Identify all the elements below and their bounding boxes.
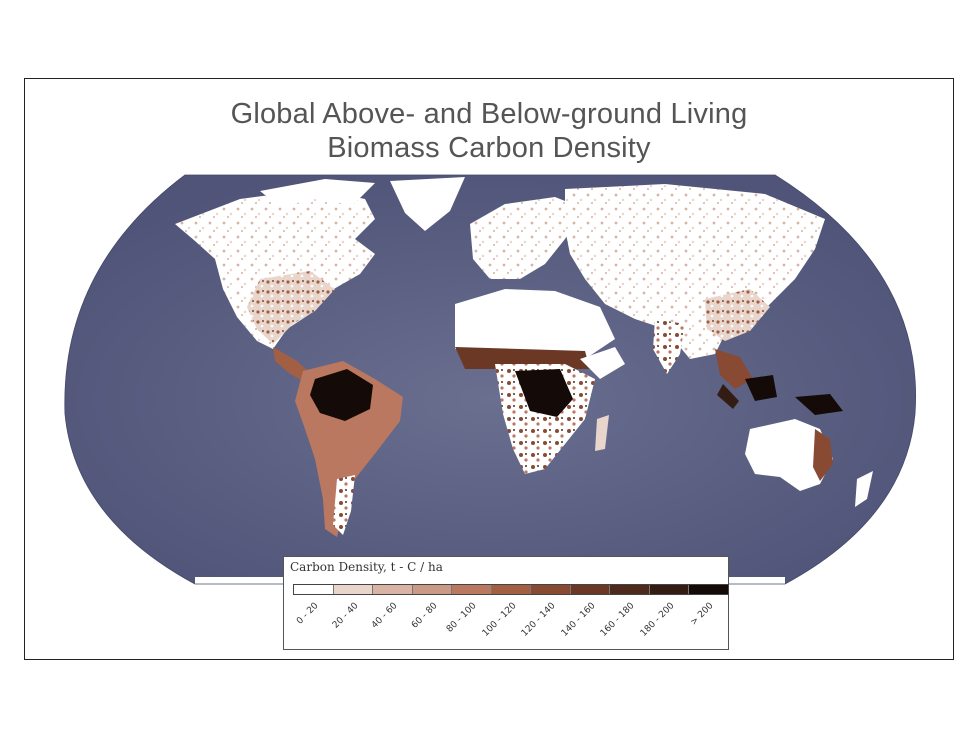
north-america-arctic: [260, 179, 375, 207]
india: [653, 319, 685, 374]
legend-tick-label: 60 - 80: [409, 601, 440, 631]
legend-swatch: [333, 585, 373, 594]
australia: [745, 419, 833, 491]
legend-tick-label: 0 - 20: [294, 601, 321, 627]
map-frame: Global Above- and Below-ground Living Bi…: [24, 78, 954, 660]
legend-swatch: [531, 585, 571, 594]
new-zealand: [855, 471, 873, 507]
north-america: [175, 189, 375, 349]
new-guinea: [795, 394, 843, 415]
legend-tick-label: 40 - 60: [369, 601, 400, 631]
legend-swatch: [649, 585, 689, 594]
madagascar: [595, 415, 609, 451]
east-asia-forest: [705, 289, 770, 341]
map-title-line-2: Biomass Carbon Density: [327, 132, 651, 164]
legend-tick-label: 160 - 180: [598, 601, 637, 639]
amazon-core: [310, 369, 373, 421]
africa-north: [455, 289, 615, 361]
legend-swatch: [610, 585, 650, 594]
north-america-east-forest: [247, 271, 335, 344]
land-masses: [175, 177, 873, 584]
africa-horn: [580, 347, 625, 379]
africa-sahel: [455, 347, 590, 369]
legend-tick-labels: 0 - 20 20 - 40 40 - 60 60 - 80 80 - 100 100 -…: [293, 601, 723, 647]
legend-tick-label: 20 - 40: [330, 601, 361, 631]
legend-swatch: [412, 585, 452, 594]
map-title-line-1: Global Above- and Below-ground Living: [230, 98, 748, 130]
legend-tick-label: 140 - 160: [559, 601, 598, 639]
australia-east-forest: [813, 429, 833, 481]
africa-central: [495, 364, 595, 474]
indonesia-sumatra: [717, 384, 739, 409]
map-title: Global Above- and Below-ground Living Bi…: [25, 97, 953, 165]
legend-swatch: [294, 585, 334, 594]
legend: Carbon Density, t - C / ha 0 - 20 20 - 40…: [283, 556, 729, 650]
legend-tick-label: 80 - 100: [444, 601, 479, 635]
greenland: [390, 177, 465, 231]
legend-swatches: [293, 584, 729, 595]
legend-tick-label: 180 - 200: [638, 601, 677, 639]
congo-core: [515, 369, 573, 417]
south-america-south: [333, 475, 355, 535]
legend-swatch: [452, 585, 492, 594]
legend-title: Carbon Density, t - C / ha: [290, 560, 443, 574]
southeast-asia: [715, 349, 753, 389]
legend-tick-label: 120 - 140: [519, 601, 558, 639]
indonesia-borneo: [745, 375, 777, 401]
legend-tick-label: 100 - 120: [480, 601, 519, 639]
legend-swatch: [491, 585, 531, 594]
legend-tick-label: > 200: [688, 601, 716, 628]
projection-outline: [64, 174, 917, 585]
world-map: [64, 174, 917, 585]
legend-swatch: [570, 585, 610, 594]
legend-swatch: [689, 585, 728, 594]
asia: [565, 184, 825, 359]
europe: [470, 197, 585, 279]
legend-swatch: [373, 585, 413, 594]
